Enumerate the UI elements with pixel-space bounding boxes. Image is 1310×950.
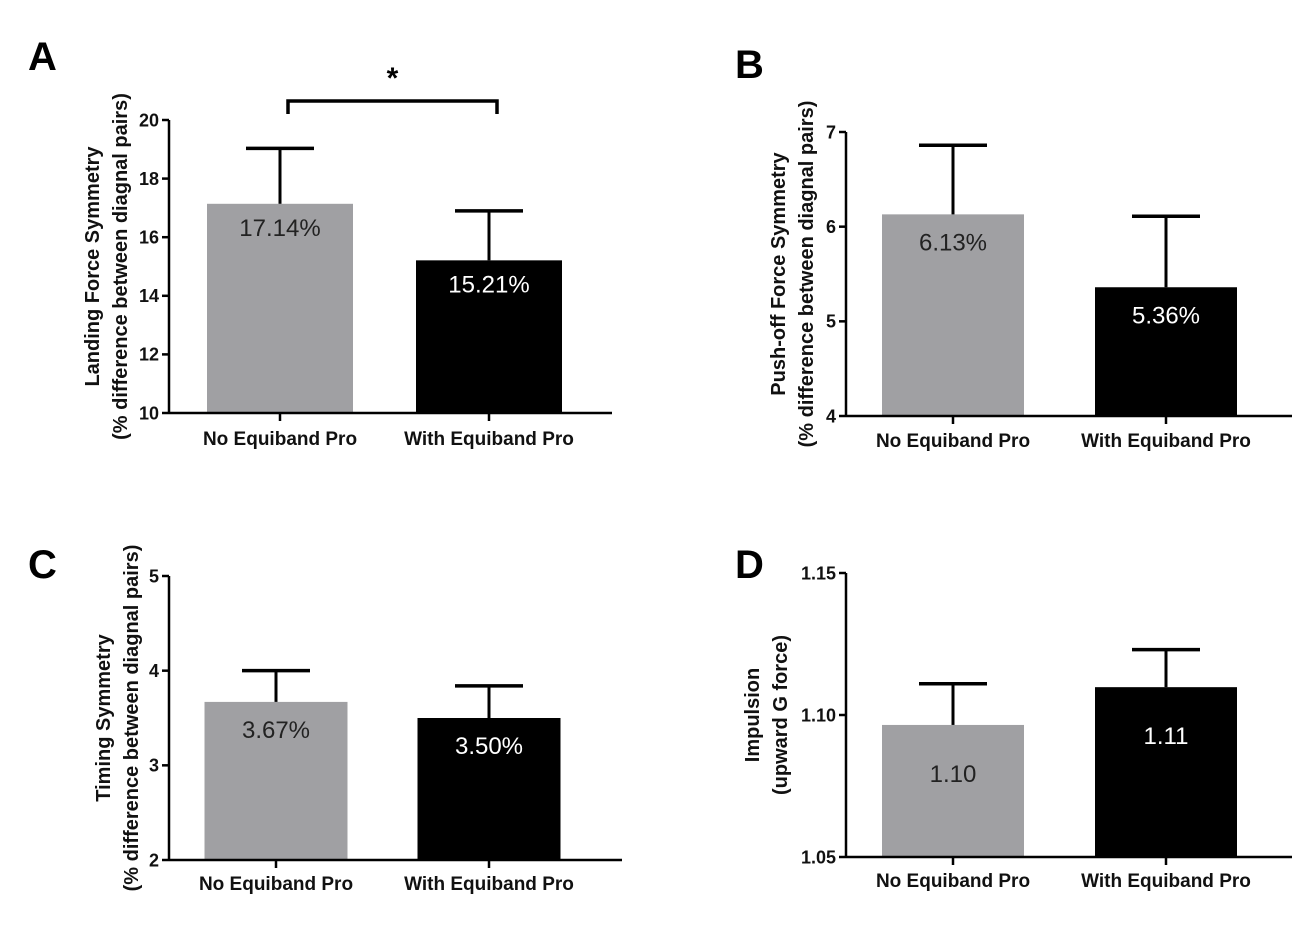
panel-letter: B xyxy=(735,43,764,87)
panel-c: C Timing Symmetry (% difference between di… xyxy=(28,543,622,895)
y-tick-label: 2 xyxy=(149,850,159,870)
y-tick-label: 1.05 xyxy=(801,847,836,867)
y-tick-label: 4 xyxy=(826,406,836,426)
data-label: 1.10 xyxy=(930,761,977,788)
y-tick-label: 5 xyxy=(826,312,836,332)
y-tick-label: 16 xyxy=(139,228,159,248)
category-label: No Equiband Pro xyxy=(876,871,1030,892)
y-axis-title-line2: (upward G force) xyxy=(770,635,792,795)
bar-no-equiband xyxy=(882,724,1024,857)
y-tick-label: 4 xyxy=(149,661,159,681)
y-tick-label: 1.15 xyxy=(801,563,836,583)
y-tick-label: 7 xyxy=(826,122,836,142)
panel-a: A Landing Force Symmetry (% difference bet… xyxy=(28,35,612,450)
category-label: No Equiband Pro xyxy=(199,874,353,895)
y-axis-title-line2: (% difference between diagnal pairs) xyxy=(796,101,818,448)
y-tick-label: 12 xyxy=(139,345,159,365)
bar-with-equiband xyxy=(1095,287,1237,416)
y-axis-title-line1: Impulsion xyxy=(742,668,764,762)
data-label: 15.21% xyxy=(448,271,529,298)
panel-letter: D xyxy=(735,543,764,587)
y-axis-title-line1: Landing Force Symmetry xyxy=(82,146,104,387)
panel-letter: A xyxy=(28,35,57,79)
data-label: 17.14% xyxy=(239,215,320,242)
panel-letter: C xyxy=(28,543,57,587)
y-axis-title-line1: Push-off Force Symmetry xyxy=(768,151,790,395)
bar-with-equiband xyxy=(1095,687,1237,857)
data-label: 3.50% xyxy=(455,733,523,760)
panel-d: D Impulsion (upward G force) 1.10 No Equiban… xyxy=(735,543,1292,892)
data-label: 6.13% xyxy=(919,229,987,256)
category-label: With Equiband Pro xyxy=(1081,431,1251,452)
y-axis-title-line2: (% difference between diagnal pairs) xyxy=(121,545,143,892)
y-tick-label: 1.10 xyxy=(801,705,836,725)
category-label: With Equiband Pro xyxy=(404,429,574,450)
y-tick-label: 10 xyxy=(139,403,159,423)
data-label: 3.67% xyxy=(242,717,310,744)
bar-with-equiband xyxy=(417,718,561,860)
category-label: No Equiband Pro xyxy=(876,431,1030,452)
y-tick-label: 6 xyxy=(826,217,836,237)
bar-with-equiband xyxy=(416,260,562,413)
bar-no-equiband xyxy=(882,214,1024,416)
data-label: 5.36% xyxy=(1132,302,1200,329)
category-label: No Equiband Pro xyxy=(203,429,357,450)
y-axis-title-line1: Timing Symmetry xyxy=(93,633,115,801)
category-label: With Equiband Pro xyxy=(1081,871,1251,892)
panel-b: B Push-off Force Symmetry (% difference be… xyxy=(735,43,1292,452)
data-label: 1.11 xyxy=(1144,723,1189,750)
y-tick-label: 14 xyxy=(139,286,159,306)
significance-marker: * xyxy=(387,62,399,95)
y-tick-label: 3 xyxy=(149,756,159,776)
y-tick-label: 5 xyxy=(149,566,159,586)
y-tick-label: 18 xyxy=(139,169,159,189)
category-label: With Equiband Pro xyxy=(404,874,574,895)
y-axis-title-line2: (% difference between diagnal pairs) xyxy=(110,93,132,440)
bar-no-equiband xyxy=(204,701,348,860)
significance-bracket xyxy=(286,99,499,114)
y-tick-label: 20 xyxy=(139,110,159,130)
bar-no-equiband xyxy=(207,203,353,413)
